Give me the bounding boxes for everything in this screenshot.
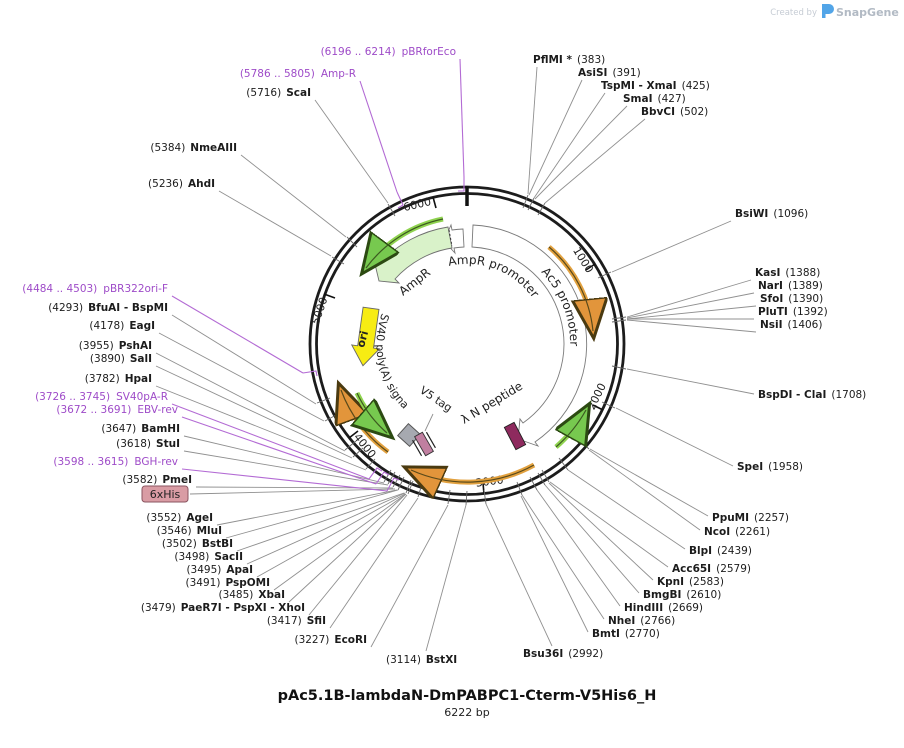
site-smai: SmaI (427) <box>623 93 686 105</box>
site-agei: (3552) AgeI <box>146 512 213 524</box>
sv40-polya-box <box>396 422 422 448</box>
site-spei: SpeI (1958) <box>737 461 803 473</box>
site-bstxi: (3114) BstXI <box>386 654 457 666</box>
site-bmti: BmtI (2770) <box>592 628 660 640</box>
his6-badge-label: 6xHis <box>150 488 181 501</box>
site-stui: (3618) StuI <box>116 438 180 450</box>
lambda-n-peptide-box <box>503 421 527 451</box>
site-bstbi: (3502) BstBI <box>162 538 233 550</box>
features <box>341 216 594 483</box>
ori-label: ori <box>354 329 371 349</box>
site-nsii: NsiI (1406) <box>760 319 822 331</box>
site-xbai: (3485) XbaI <box>218 589 285 601</box>
scale-5000: 5000 <box>309 296 330 327</box>
site-pluti: PluTI (1392) <box>758 306 828 318</box>
orf-arrow-green-lower-left-core <box>356 392 388 434</box>
site-kpni: KpnI (2583) <box>657 576 724 588</box>
his6-badge: 6xHis <box>141 485 189 503</box>
site-bspdi-clai: BspDI - ClaI (1708) <box>758 389 866 401</box>
site-asisi: AsiSI (391) <box>578 67 641 79</box>
site-sacii: (3498) SacII <box>174 551 243 563</box>
primer-marks <box>171 58 465 492</box>
site-tspmi-xmai: TspMI - XmaI (425) <box>601 80 710 92</box>
scale-2000: 2000 <box>585 381 609 412</box>
site-scai: (5716) ScaI <box>246 87 311 99</box>
plasmid-title-block: pAc5.1B-lambdaN-DmPABPC1-Cterm-V5His6_H … <box>278 688 657 719</box>
site-nmeaiii: (5384) NmeAIII <box>150 142 237 154</box>
site-bsu36i: Bsu36I (2992) <box>523 648 603 660</box>
scale-6000: 6000 <box>402 195 432 214</box>
site-acc65i: Acc65I (2579) <box>672 563 751 575</box>
feature-labels: AmpR AmpR promoter Ac5 promoter ori SV40… <box>0 0 581 427</box>
orf-arrow-green-lower-right-core <box>555 409 587 448</box>
site-ncoi: NcoI (2261) <box>704 526 770 538</box>
site-mlui: (3546) MluI <box>157 525 222 537</box>
site-eagi: (4178) EagI <box>89 320 155 332</box>
site-nari: NarI (1389) <box>758 280 823 292</box>
site-labels-left: (5716) ScaI (5384) NmeAIII (5236) AhdI (429… <box>48 87 457 666</box>
sv40-polya-label: SV40 poly(A) signal <box>0 0 411 411</box>
site-bmgbi: BmgBI (2610) <box>643 589 721 601</box>
primer-pbrforeco: (6196 .. 6214) pBRforEco <box>321 46 456 58</box>
scale-ticks <box>323 186 604 495</box>
site-pspomi: (3491) PspOMI <box>186 577 270 589</box>
orf-arrow-orange-bottom-core <box>410 464 535 483</box>
site-ecori: (3227) EcoRI <box>294 634 367 646</box>
primer-ebv-rev: (3672 .. 3691) EBV-rev <box>56 404 178 416</box>
svg-text:SV40 poly(A) signal: SV40 poly(A) signal <box>0 0 411 411</box>
site-bamhi: (3647) BamHI <box>101 423 180 435</box>
leader-lines <box>155 66 757 652</box>
lambda-n-peptide-label: λ N peptide <box>458 379 525 427</box>
orf-arrow-orange-right-core <box>548 246 594 332</box>
snapgene-logo-icon <box>822 4 834 18</box>
orf-arrow-green-top-core <box>365 218 444 269</box>
site-bbvci: BbvCI (502) <box>641 106 708 118</box>
site-labels-right: PflMI * (383) AsiSI (391) TspMI - XmaI (425… <box>523 54 866 660</box>
site-hindiii: HindIII (2669) <box>624 602 703 614</box>
site-pshai: (3955) PshAI <box>79 340 152 352</box>
plasmid-name: pAc5.1B-lambdaN-DmPABPC1-Cterm-V5His6_H <box>278 688 657 704</box>
site-nhei: NheI (2766) <box>608 615 675 627</box>
primer-labels: (6196 .. 6214) pBRforEco (5786 .. 5805) Am… <box>22 46 456 468</box>
site-apai: (3495) ApaI <box>186 564 253 576</box>
site-pflmi: PflMI * (383) <box>533 54 605 66</box>
v5-tag-box <box>412 431 436 457</box>
site-blpi: BlpI (2439) <box>689 545 752 557</box>
plasmid-length: 6222 bp <box>444 706 489 719</box>
ampr-truncation-mark <box>448 229 453 247</box>
site-sali: (3890) SalI <box>90 353 152 365</box>
v5-tag-label: V5 tag <box>417 384 454 415</box>
site-bsiwi: BsiWI (1096) <box>735 208 808 220</box>
site-pmei: (3582) PmeI <box>122 474 192 486</box>
watermark-prefix: Created by <box>770 8 817 18</box>
ac5-promoter-arrow <box>471 224 588 447</box>
site-hpai: (3782) HpaI <box>85 373 152 385</box>
snapgene-watermark: Created by SnapGene <box>770 4 899 19</box>
primer-amp-r: (5786 .. 5805) Amp-R <box>240 68 356 80</box>
watermark-brand: SnapGene <box>836 6 899 19</box>
site-paer7i-pspxi-xhoi: (3479) PaeR7I - PspXI - XhoI <box>141 602 305 614</box>
site-sfii: (3417) SfiI <box>267 615 326 627</box>
site-sfoi: SfoI (1390) <box>760 293 823 305</box>
primer-bgh-rev: (3598 .. 3615) BGH-rev <box>53 456 178 468</box>
site-ppumi: PpuMI (2257) <box>712 512 789 524</box>
site-bfuai-bspmi: (4293) BfuAI - BspMI <box>48 302 168 314</box>
primer-pbr322ori-f: (4484 .. 4503) pBR322ori-F <box>22 283 168 295</box>
ori-arrow <box>350 306 381 367</box>
primer-sv40pa-r: (3726 .. 3745) SV40pA-R <box>35 391 168 403</box>
site-ahdi: (5236) AhdI <box>148 178 215 190</box>
site-kasi: KasI (1388) <box>755 267 820 279</box>
